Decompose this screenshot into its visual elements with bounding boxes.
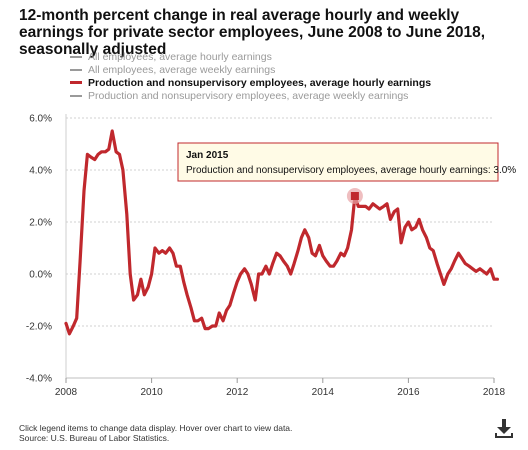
legend-item-production-weekly[interactable]: Production and nonsupervisory employees,…	[70, 89, 431, 102]
y-tick-label: -2.0%	[26, 322, 52, 333]
legend-swatch	[70, 81, 82, 84]
x-tick-label: 2016	[397, 387, 420, 398]
chart-area[interactable]: -4.0%-2.0%0.0%2.0%4.0%6.0% 2008 2010 2012 2…	[0, 0, 528, 410]
y-tick-label: 2.0%	[29, 218, 52, 229]
y-tick-label: -4.0%	[26, 374, 52, 385]
legend-label: Production and nonsupervisory employees,…	[88, 89, 409, 102]
x-tick-label: 2012	[226, 387, 249, 398]
y-tick-label: 6.0%	[29, 114, 52, 125]
chart-series	[64, 129, 499, 336]
x-tick-label: 2014	[312, 387, 335, 398]
legend-swatch	[70, 94, 82, 97]
x-tick-label: 2018	[483, 387, 506, 398]
footer-source: Source: U.S. Bureau of Labor Statistics.	[19, 433, 170, 443]
download-icon[interactable]	[492, 416, 516, 440]
x-axis-ticks: 2008 2010 2012 2014 2016 2018	[55, 378, 506, 398]
legend-swatch	[70, 55, 82, 58]
series-line	[64, 129, 499, 336]
y-axis-ticks: -4.0% -2.0% 0.0% 2.0% 4.0% 6.0%	[26, 114, 52, 385]
tooltip-box	[177, 142, 499, 182]
legend-item-all-weekly[interactable]: All employees, average weekly earnings	[70, 63, 431, 76]
chart-legend: All employees, average hourly earnings A…	[70, 50, 431, 102]
y-tick-label: 4.0%	[29, 166, 52, 177]
x-tick-label: 2010	[140, 387, 163, 398]
legend-label: All employees, average weekly earnings	[88, 63, 276, 76]
legend-item-all-hourly[interactable]: All employees, average hourly earnings	[70, 50, 431, 63]
footer-instructions: Click legend items to change data displa…	[19, 423, 293, 433]
y-tick-label: 0.0%	[29, 270, 52, 281]
legend-label: All employees, average hourly earnings	[88, 50, 272, 63]
x-tick-label: 2008	[55, 387, 78, 398]
tooltip-text: Production and nonsupervisory employees,…	[186, 165, 516, 176]
legend-item-production-hourly[interactable]: Production and nonsupervisory employees,…	[70, 76, 431, 89]
legend-swatch	[70, 68, 82, 71]
legend-label: Production and nonsupervisory employees,…	[88, 76, 432, 89]
chart-tooltip: Jan 2015 Production and nonsupervisory e…	[177, 142, 516, 182]
highlight-point	[350, 192, 359, 200]
chart-title: 12-month percent change in real average …	[19, 7, 486, 58]
chart-footer: Click legend items to change data displa…	[19, 423, 292, 443]
tooltip-title: Jan 2015	[186, 150, 229, 161]
